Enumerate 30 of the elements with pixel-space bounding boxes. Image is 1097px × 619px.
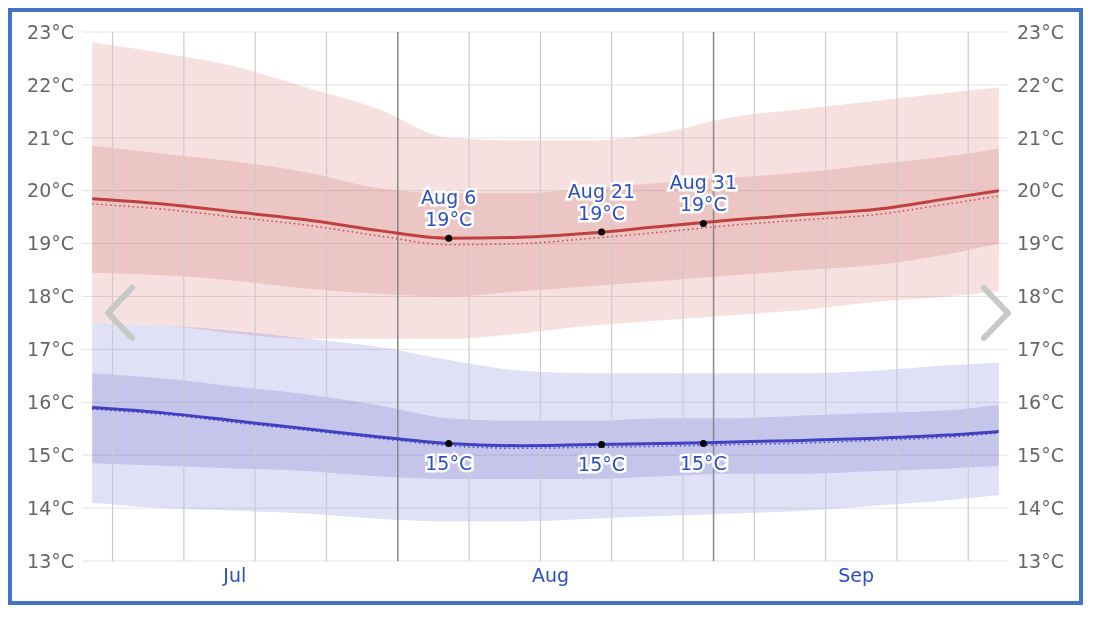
y2-tick-label: 17°C xyxy=(1017,338,1064,361)
y2-tick-label: 13°C xyxy=(1017,549,1064,572)
annotation: Aug 6 19°C xyxy=(421,186,477,231)
x-tick-label: Aug xyxy=(532,564,570,587)
y-tick-label: 19°C xyxy=(27,232,74,255)
y-tick-label: 14°C xyxy=(27,496,74,519)
y2-tick-label: 21°C xyxy=(1017,126,1064,149)
y-tick-label: 20°C xyxy=(27,179,74,202)
x-tick-label: Jul xyxy=(222,564,247,587)
y2-tick-label: 22°C xyxy=(1017,73,1064,96)
y2-tick-label: 14°C xyxy=(1017,496,1064,519)
y-tick-label: 15°C xyxy=(27,443,74,466)
y2-tick-label: 23°C xyxy=(1017,20,1064,43)
annotation: Aug 21 19°C xyxy=(567,179,636,224)
annotation: 15°C xyxy=(425,451,473,474)
y2-tick-label: 20°C xyxy=(1017,179,1064,202)
y2-tick-label: 18°C xyxy=(1017,285,1064,308)
y-tick-label: 13°C xyxy=(27,549,74,572)
annotation: 15°C xyxy=(578,452,625,475)
y-tick-label: 17°C xyxy=(27,338,74,361)
y-tick-label: 22°C xyxy=(27,73,74,96)
x-tick-label: Sep xyxy=(838,564,875,587)
y-tick-label: 21°C xyxy=(27,126,74,149)
y-tick-label: 16°C xyxy=(27,391,74,414)
y2-tick-label: 15°C xyxy=(1017,443,1064,466)
y-tick-label: 23°C xyxy=(27,20,74,43)
y2-tick-label: 19°C xyxy=(1017,232,1064,255)
annotation: Aug 31 19°C xyxy=(669,171,738,216)
y-tick-label: 18°C xyxy=(27,285,74,308)
y2-tick-label: 16°C xyxy=(1017,391,1064,414)
